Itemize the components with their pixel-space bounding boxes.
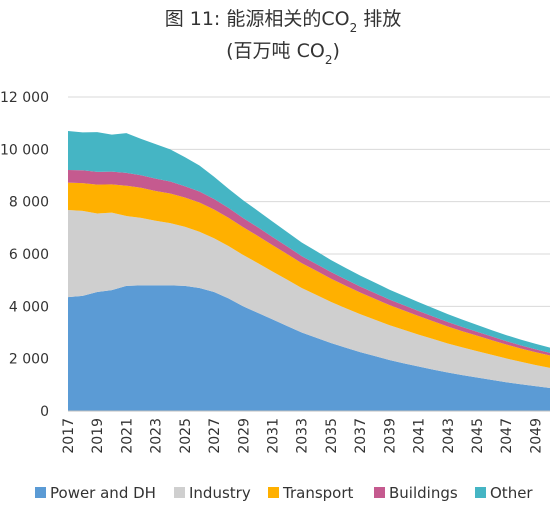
y-tick-label: 2 000 [9, 352, 49, 368]
x-tick-label: 2047 [499, 418, 515, 454]
chart-subtitle: (百万吨 CO2) [226, 40, 340, 67]
area-series-4 [68, 131, 550, 353]
x-tick-label: 2033 [295, 418, 311, 454]
legend-swatch-4 [475, 487, 486, 498]
legend-label-4: Other [490, 484, 533, 502]
legend-swatch-2 [268, 487, 279, 498]
legend-swatch-1 [174, 487, 185, 498]
x-tick-label: 2045 [470, 418, 486, 454]
x-tick-label: 2027 [207, 418, 223, 454]
area-series-3 [68, 170, 550, 356]
legend-swatch-0 [35, 487, 46, 498]
x-tick-label: 2031 [265, 418, 281, 454]
x-tick-label: 2025 [178, 418, 194, 454]
stacked-areas [68, 131, 550, 411]
legend-label-2: Transport [282, 484, 354, 502]
y-tick-label: 10 000 [0, 142, 49, 158]
x-tick-label: 2021 [119, 418, 135, 454]
legend: Power and DH Industry Transport Buildings Ot… [35, 484, 533, 502]
area-series-1 [68, 210, 550, 388]
y-tick-label: 8 000 [9, 195, 49, 211]
x-tick-label: 2019 [90, 418, 106, 454]
x-tick-label: 2023 [149, 418, 165, 454]
legend-label-0: Power and DH [50, 484, 156, 502]
y-axis: 0 2 000 4 000 6 000 8 000 10 000 12 000 [0, 90, 49, 420]
chart-title: 图 11: 能源相关的CO2 排放 [165, 8, 402, 35]
x-tick-label: 2035 [324, 418, 340, 454]
y-tick-label: 4 000 [9, 299, 49, 315]
x-tick-label: 2039 [382, 418, 398, 454]
x-tick-label: 2017 [61, 418, 77, 454]
x-axis: 2017 2019 2021 2023 2025 2027 2029 2031 2033 2035… [61, 410, 550, 454]
legend-label-1: Industry [189, 484, 251, 502]
y-tick-label: 6 000 [9, 247, 49, 263]
x-tick-label: 2029 [236, 418, 252, 454]
area-series-2 [68, 182, 550, 368]
legend-label-3: Buildings [389, 484, 458, 502]
x-tick-label: 2041 [412, 418, 428, 454]
y-tick-label: 12 000 [0, 90, 49, 106]
x-tick-label: 2043 [441, 418, 457, 454]
area-series-0 [68, 285, 550, 411]
legend-swatch-3 [374, 487, 385, 498]
x-tick-label: 2037 [353, 418, 369, 454]
x-tick-label: 2049 [528, 418, 544, 454]
y-tick-label: 0 [40, 404, 49, 420]
